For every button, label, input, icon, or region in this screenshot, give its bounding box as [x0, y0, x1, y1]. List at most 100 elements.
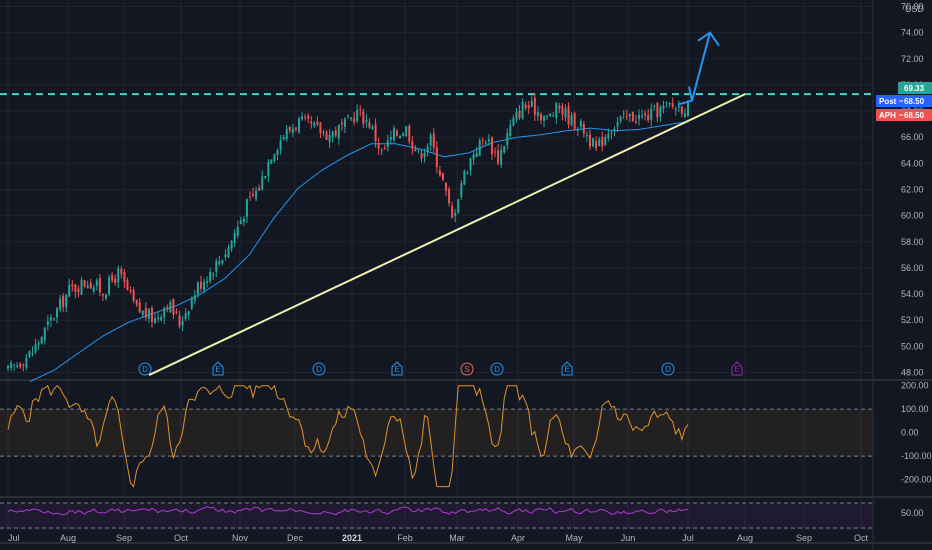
candle-body — [438, 170, 441, 176]
trendline[interactable] — [148, 93, 746, 376]
candle-body — [291, 128, 294, 133]
candle-body — [644, 113, 647, 116]
rsi-line — [7, 506, 689, 516]
candle-body — [607, 134, 610, 138]
candle-body — [601, 136, 604, 147]
price-tag-value: 68.50 — [904, 111, 925, 120]
candle-body — [512, 117, 515, 126]
candle-body — [52, 318, 55, 320]
candle-body — [576, 129, 579, 131]
event-marker-d: D — [490, 362, 504, 376]
candle-body — [297, 118, 300, 133]
candle-body — [242, 218, 245, 223]
candle-body — [650, 108, 653, 121]
event-label: E — [394, 365, 399, 374]
candle-body — [279, 140, 282, 151]
candle-body — [340, 122, 343, 125]
price-tick-label: 72.00 — [901, 54, 924, 64]
candle-body — [426, 146, 429, 153]
candle-body — [396, 130, 399, 136]
price-tags: 69.33 Post 68.50 APH 68.50 — [876, 82, 932, 121]
oscillator-tick-label: -200.00 — [901, 475, 932, 485]
candle-body — [310, 121, 313, 124]
event-label: D — [316, 365, 322, 374]
moving-average-path — [29, 121, 689, 383]
candle-body — [322, 131, 325, 133]
candle-body — [371, 126, 374, 129]
candle-body — [74, 284, 77, 292]
candle-body — [536, 112, 539, 117]
oscillator-band — [0, 409, 873, 457]
time-tick-label: 2021 — [342, 533, 362, 543]
candle-body — [637, 114, 640, 120]
time-axis[interactable]: Jul Aug Sep Oct Nov Dec 2021 Feb Mar Apr May Jun Jul… — [8, 533, 868, 543]
candle-body — [175, 311, 178, 314]
candle-body — [592, 138, 595, 147]
event-marker-e: E — [391, 361, 403, 376]
event-badge — [731, 361, 743, 376]
oscillator-tick-label: 200.00 — [901, 381, 929, 391]
price-tick-label: 52.00 — [901, 315, 924, 325]
candle-body — [527, 105, 530, 109]
candle-body — [114, 278, 117, 283]
candle-body — [108, 277, 111, 295]
candle-body — [218, 261, 221, 265]
candle-body — [647, 114, 650, 121]
candle-body — [37, 342, 40, 345]
candle-body — [316, 121, 319, 125]
price-tick-label: 66.00 — [901, 132, 924, 142]
price-tick-label: 58.00 — [901, 237, 924, 247]
candle-body — [239, 220, 242, 224]
candle-body — [83, 280, 86, 287]
candle-body — [150, 307, 153, 322]
event-label: D — [665, 365, 671, 374]
price-tag: Post 68.50 — [876, 95, 932, 107]
event-circle — [312, 362, 326, 376]
candle-body — [543, 116, 546, 121]
candle-body — [411, 141, 414, 149]
candle-body — [386, 140, 389, 147]
candle-body — [674, 108, 677, 110]
candle-body — [448, 189, 451, 204]
candle-body — [481, 139, 484, 141]
candle-body — [613, 128, 616, 131]
candle-body — [631, 111, 634, 121]
price-tick-label: 54.00 — [901, 289, 924, 299]
candle-body — [451, 206, 454, 218]
candle-body — [190, 297, 193, 309]
candle-body — [123, 272, 126, 282]
candle-body — [389, 137, 392, 140]
candle-body — [656, 102, 659, 118]
candle-body — [16, 365, 19, 367]
candle-body — [132, 289, 135, 301]
candle-body — [22, 364, 25, 366]
candle-body — [598, 139, 601, 147]
candle-body — [445, 182, 448, 191]
breakout-arrow[interactable] — [677, 31, 720, 106]
candle-body — [68, 285, 71, 297]
candle-body — [203, 281, 206, 290]
candle-body — [166, 307, 169, 309]
candle-body — [518, 110, 521, 118]
price-tag: APH 68.50 — [876, 109, 932, 121]
event-marker-d: D — [661, 362, 675, 376]
arrow-shaft — [691, 32, 711, 101]
candle-body — [616, 122, 619, 127]
candle-body — [199, 281, 202, 289]
candle-body — [135, 299, 138, 305]
candle-body — [184, 313, 187, 319]
candle-body — [610, 132, 613, 134]
candle-body — [221, 259, 224, 264]
candle-body — [43, 327, 46, 341]
candle-body — [56, 308, 59, 318]
candle-body — [659, 106, 662, 117]
candle-body — [117, 268, 120, 283]
candle-body — [267, 162, 270, 177]
candle-body — [509, 124, 512, 137]
event-badge — [561, 361, 573, 376]
candle-body — [641, 115, 644, 118]
candle-body — [380, 149, 383, 151]
candle-body — [457, 199, 460, 213]
candle-body — [252, 194, 255, 196]
